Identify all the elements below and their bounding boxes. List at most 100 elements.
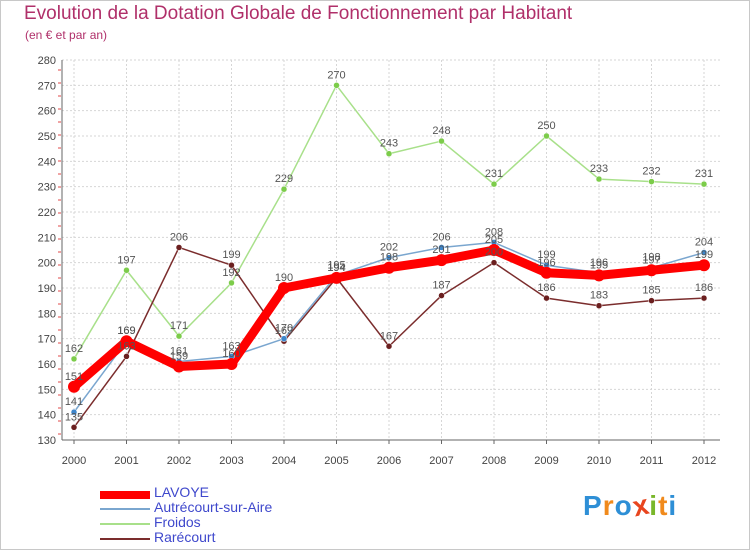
chart-subtitle: (en € et par an) [25, 28, 108, 42]
data-label-lavoye: 195 [590, 259, 608, 271]
x-tick-label: 2010 [587, 455, 611, 467]
data-label-autrecourt-sur-aire: 199 [537, 249, 555, 261]
data-label-froidos: 233 [590, 163, 608, 175]
y-tick-label: 140 [38, 410, 56, 422]
x-tick-label: 2000 [62, 455, 86, 467]
data-point-rarecourt [385, 343, 393, 350]
data-point-rarecourt [123, 353, 130, 360]
y-tick-label: 260 [38, 106, 56, 118]
legend-swatch-froidos [100, 523, 150, 525]
data-label-rarecourt: 183 [590, 290, 608, 302]
data-label-froidos: 171 [170, 320, 188, 332]
data-label-autrecourt-sur-aire: 206 [432, 231, 450, 243]
data-point-froidos [490, 180, 498, 188]
data-point-lavoye [698, 259, 710, 272]
y-tick-label: 250 [38, 131, 56, 143]
data-point-lavoye [540, 266, 553, 279]
data-point-autrecourt-sur-aire [385, 254, 393, 261]
data-label-autrecourt-sur-aire: 169 [117, 325, 135, 337]
data-point-rarecourt [543, 294, 550, 302]
data-point-lavoye [593, 269, 605, 282]
data-label-autrecourt-sur-aire: 196 [590, 257, 608, 269]
data-label-froidos: 229 [275, 173, 293, 185]
data-point-froidos [175, 332, 183, 340]
y-tick-label: 190 [38, 283, 56, 295]
legend-label-lavoye[interactable]: LAVOYE [154, 484, 209, 500]
data-point-lavoye [645, 264, 658, 277]
data-label-autrecourt-sur-aire: 198 [642, 252, 660, 264]
x-tick-label: 2003 [219, 455, 243, 467]
x-tick-label: 2008 [482, 455, 506, 467]
data-label-lavoye: 205 [485, 234, 503, 246]
data-point-lavoye [225, 358, 238, 370]
y-tick-label: 160 [38, 359, 56, 371]
data-point-autrecourt-sur-aire [280, 335, 288, 342]
data-label-rarecourt: 186 [537, 282, 555, 294]
data-point-lavoye [173, 360, 185, 373]
data-label-autrecourt-sur-aire: 161 [170, 345, 188, 357]
data-label-rarecourt: 200 [485, 247, 503, 259]
legend-swatch-lavoye [100, 491, 150, 499]
data-point-autrecourt-sur-aire [700, 249, 708, 256]
data-label-autrecourt-sur-aire: 141 [65, 396, 83, 408]
data-label-froidos: 162 [65, 343, 83, 355]
legend-label-autrecourt-sur-aire[interactable]: Autrécourt-sur-Aire [154, 499, 273, 515]
data-label-autrecourt-sur-aire: 208 [485, 226, 503, 238]
legend-label-rarecourt[interactable]: Rarécourt [154, 529, 216, 545]
data-point-rarecourt [490, 259, 498, 266]
data-label-autrecourt-sur-aire: 202 [380, 242, 398, 254]
x-tick-label: 2004 [272, 455, 296, 467]
x-tick-label: 2006 [377, 455, 401, 467]
x-tick-label: 2005 [324, 455, 348, 467]
data-label-lavoye: 151 [65, 371, 83, 383]
data-label-lavoye: 160 [222, 348, 240, 360]
data-label-lavoye: 190 [275, 272, 293, 284]
logo-letter: i [668, 490, 678, 521]
y-tick-label: 180 [38, 308, 56, 320]
data-point-lavoye [278, 282, 290, 294]
x-tick-label: 2007 [429, 455, 453, 467]
legend-swatch-autrecourt-sur-aire [100, 508, 150, 510]
data-label-lavoye: 197 [642, 254, 660, 266]
data-label-rarecourt: 169 [275, 325, 293, 337]
proxiti-logo: Proxiti [583, 489, 678, 523]
y-tick-label: 200 [38, 258, 56, 270]
data-label-rarecourt: 194 [327, 262, 345, 274]
y-tick-label: 230 [38, 182, 56, 194]
data-label-lavoye: 196 [537, 257, 555, 269]
x-tick-label: 2011 [640, 455, 664, 467]
logo-letter: P [583, 490, 603, 521]
data-point-froidos [648, 178, 655, 185]
data-point-autrecourt-sur-aire [438, 244, 445, 251]
data-label-froidos: 232 [642, 166, 660, 178]
data-point-froidos [123, 267, 130, 274]
y-tick-label: 240 [38, 156, 56, 168]
data-point-rarecourt [700, 294, 708, 302]
logo-letter: i [649, 490, 659, 521]
logo-letter: o [614, 490, 633, 521]
x-tick-label: 2001 [114, 455, 138, 467]
data-point-lavoye [330, 271, 343, 284]
logo-letter: t [658, 490, 669, 521]
data-label-rarecourt: 185 [642, 285, 660, 297]
data-point-rarecourt [595, 302, 603, 309]
data-point-rarecourt [70, 424, 78, 431]
x-tick-label: 2009 [534, 455, 558, 467]
data-label-froidos: 192 [222, 267, 240, 279]
data-point-rarecourt [175, 244, 183, 251]
y-tick-label: 280 [38, 55, 56, 67]
data-label-froidos: 231 [485, 168, 503, 180]
data-point-rarecourt [228, 261, 235, 269]
data-label-rarecourt: 206 [170, 231, 188, 243]
data-label-rarecourt: 199 [222, 249, 240, 261]
data-point-autrecourt-sur-aire [70, 408, 78, 416]
data-label-autrecourt-sur-aire: 204 [695, 237, 713, 249]
data-point-froidos [543, 132, 550, 140]
data-label-lavoye: 199 [695, 249, 713, 261]
legend-label-froidos[interactable]: Froidos [154, 514, 201, 530]
data-point-froidos [595, 175, 603, 183]
data-label-lavoye: 194 [327, 262, 345, 274]
data-label-rarecourt: 163 [117, 340, 135, 352]
data-label-rarecourt: 186 [695, 282, 713, 294]
